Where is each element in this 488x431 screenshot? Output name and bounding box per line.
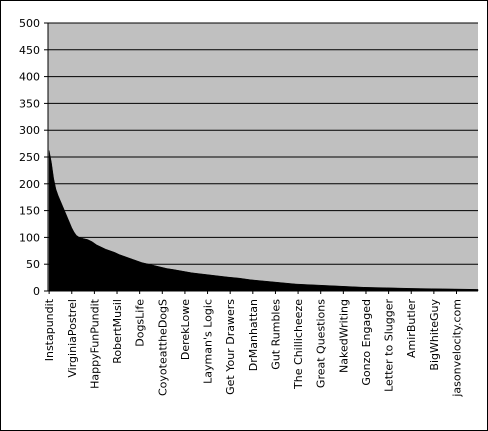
x-tick-label: VirginiaPostrel: [66, 299, 79, 378]
x-tick-label: Gut Rumbles: [269, 299, 282, 370]
x-tick-label: Instapundit: [43, 298, 56, 361]
y-tick-label: 450: [19, 44, 40, 57]
x-tick-label: NakedWriting: [337, 299, 350, 373]
x-tick-label: DerekLowe: [179, 299, 192, 360]
x-tick-label: DogsLife: [134, 299, 147, 347]
y-tick-label: 300: [19, 124, 40, 137]
x-tick-label: Gonzo Engaged: [360, 299, 373, 386]
y-tick-label: 350: [19, 97, 40, 110]
y-tick-label: 150: [19, 205, 40, 218]
y-tick-label: 0: [33, 285, 40, 298]
series-area: [48, 150, 479, 292]
y-tick-label: 200: [19, 178, 40, 191]
x-tick-label: jasonvelocity.com: [451, 299, 464, 398]
x-tick-label: CoyoteattheDogS: [156, 299, 169, 396]
x-tick-label: HappyFunPundit: [88, 298, 101, 389]
y-tick-label: 400: [19, 71, 40, 84]
x-axis-labels: Instapundit VirginiaPostrel HappyFunPundit…: [43, 291, 464, 398]
y-tick-label: 500: [19, 17, 40, 30]
x-tick-label: Letter to Slugger: [383, 299, 396, 392]
y-axis-ticks: 0 50 100 150 200 250 300 350 400 450 500: [19, 17, 48, 298]
x-tick-label: Layman's Logic: [202, 299, 215, 384]
x-tick-label: Great Questions: [315, 299, 328, 388]
y-tick-label: 50: [26, 258, 40, 271]
x-tick-label: AmirButler: [405, 299, 418, 358]
y-tick-label: 250: [19, 151, 40, 164]
x-tick-label: Get Your Drawers: [224, 299, 237, 395]
x-tick-label: RobertMusil: [111, 299, 124, 364]
x-tick-label: The Chillicheeze: [292, 299, 305, 390]
y-tick-label: 100: [19, 231, 40, 244]
x-tick-label: DrManhattan: [247, 299, 260, 371]
grid-layer: [48, 22, 478, 265]
x-tick-label: BigWhiteGuy: [428, 299, 441, 371]
